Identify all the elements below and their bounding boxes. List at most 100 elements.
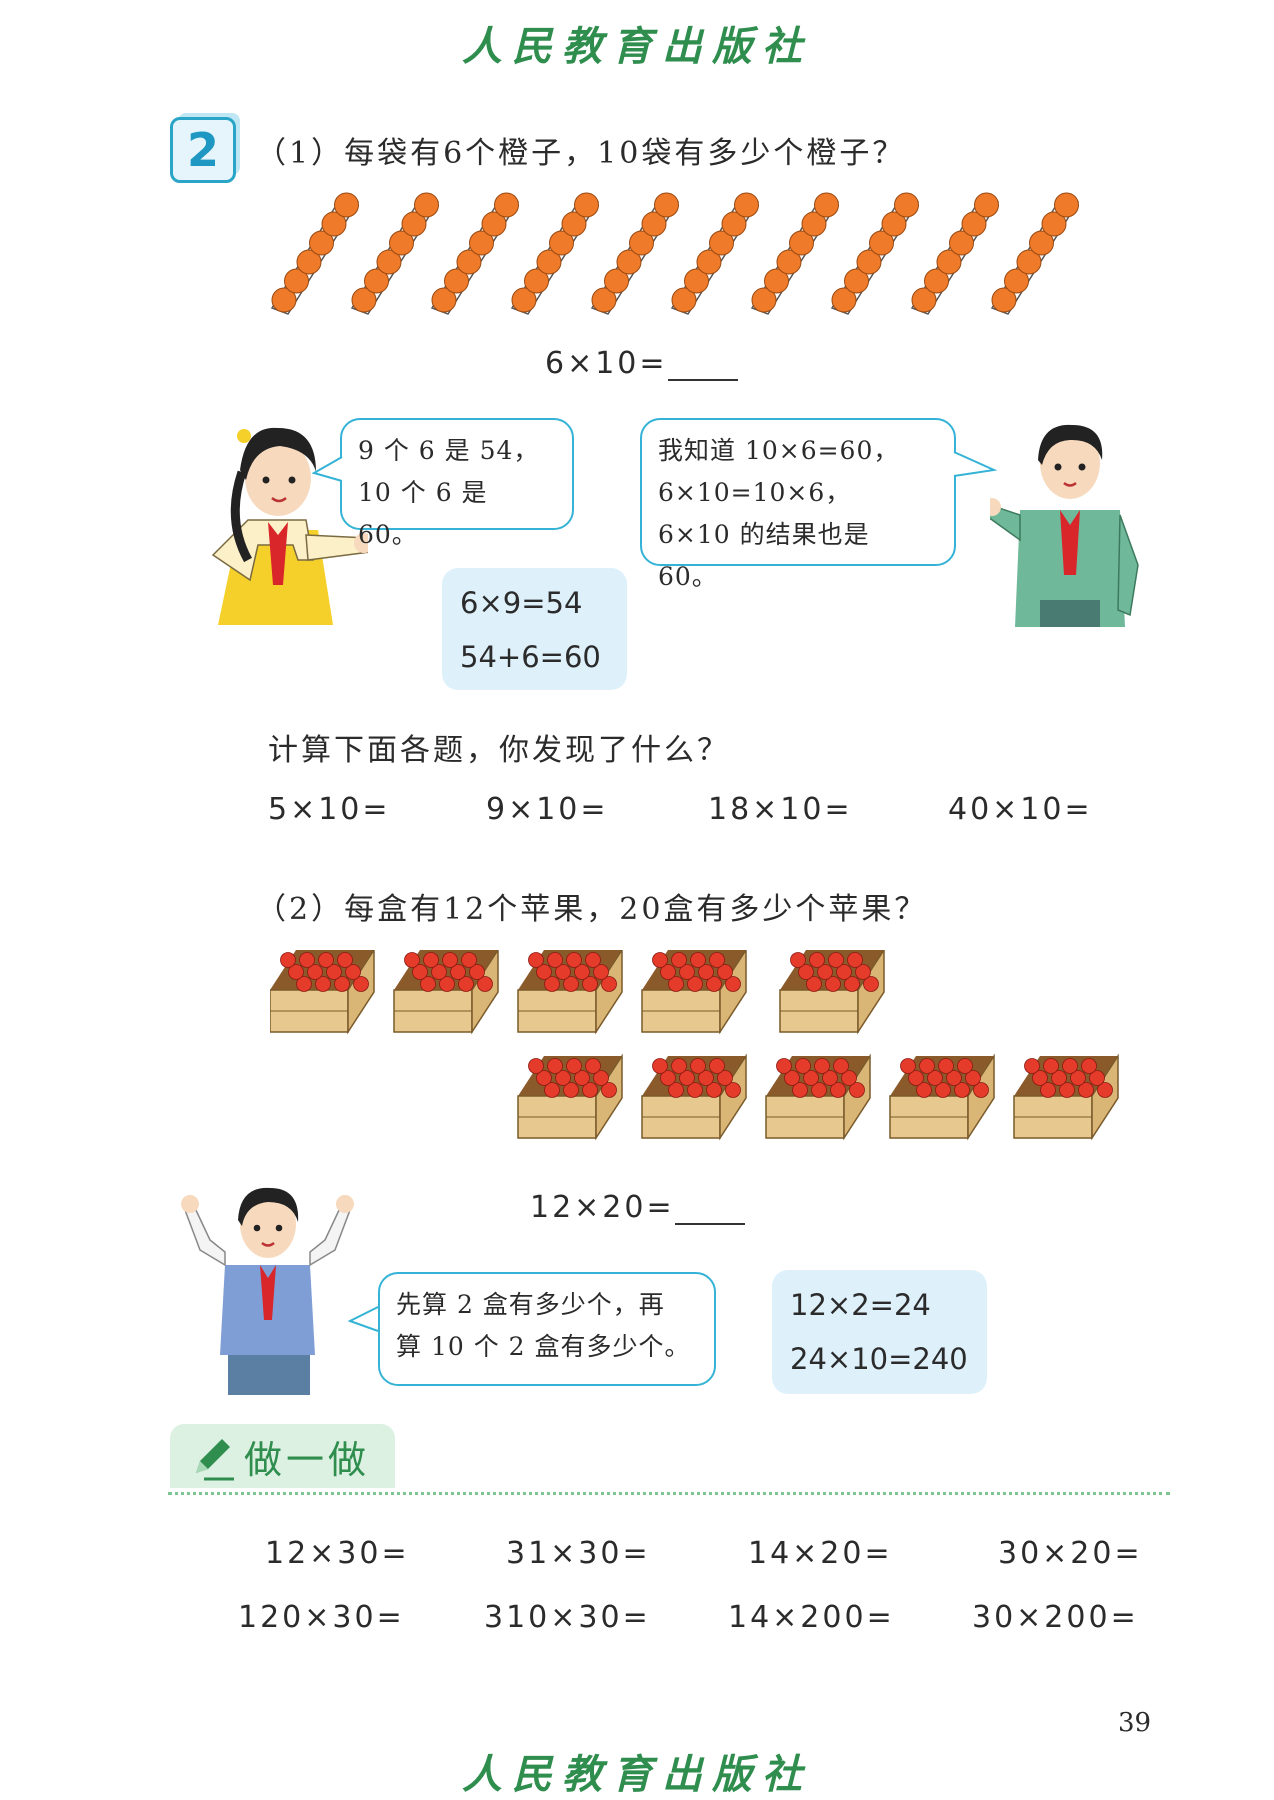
apple — [660, 1070, 676, 1086]
orange — [894, 192, 919, 218]
apple — [1062, 1058, 1078, 1074]
orange — [856, 249, 882, 275]
apple — [679, 1070, 695, 1086]
apple — [957, 1058, 973, 1074]
apple — [900, 1058, 916, 1074]
boy-illustration — [990, 424, 1139, 627]
apple-crate — [517, 1053, 623, 1141]
part1-calc-box: 6×9=54 54+6=60 — [442, 568, 627, 690]
orange — [604, 268, 629, 294]
apple — [776, 1058, 792, 1074]
apple — [555, 1070, 571, 1086]
part1-calc-line1: 6×9=54 — [460, 586, 583, 620]
orange — [524, 268, 549, 294]
apple — [817, 964, 833, 980]
apple — [547, 1058, 563, 1074]
apple — [809, 952, 825, 968]
publisher-header: 人民教育出版社 — [462, 23, 812, 70]
orange — [814, 192, 839, 218]
apple — [544, 1082, 560, 1098]
apple — [1081, 1058, 1097, 1074]
apple — [1097, 1082, 1113, 1098]
apple — [841, 1070, 857, 1086]
apple — [725, 976, 741, 992]
apple — [442, 952, 458, 968]
apple — [828, 952, 844, 968]
apple — [1043, 1058, 1059, 1074]
orange — [751, 287, 777, 313]
apple — [299, 952, 315, 968]
apple — [420, 976, 436, 992]
orange — [364, 268, 389, 294]
orange-bag — [910, 192, 1000, 315]
practice-r2-3: 14×200= — [728, 1600, 895, 1635]
apple — [593, 1070, 609, 1086]
practice-title: 做一做 — [244, 1437, 371, 1482]
part2-prompt: （2）每盒有12个苹果，20盒有多少个苹果？ — [256, 892, 928, 927]
part1-equation-text: 6×10= — [545, 346, 668, 381]
discover-prompt: 计算下面各题，你发现了什么？ — [268, 733, 730, 768]
apple — [555, 964, 571, 980]
orange — [511, 287, 537, 313]
orange — [734, 192, 759, 218]
apple — [709, 952, 725, 968]
part2-equation-text: 12×20= — [530, 1190, 675, 1225]
apple — [855, 964, 871, 980]
apple — [1078, 1082, 1094, 1098]
apple — [687, 976, 703, 992]
boy-vest-illustration — [181, 1187, 354, 1395]
apple-crate — [641, 950, 747, 1035]
apple — [814, 1058, 830, 1074]
orange — [721, 211, 747, 237]
apple — [830, 1082, 846, 1098]
orange — [431, 287, 457, 313]
boy-vest-speech-line1: 先算 2 盒有多少个，再 — [396, 1290, 665, 1319]
orange — [401, 211, 427, 237]
apple — [318, 952, 334, 968]
apple — [954, 1082, 970, 1098]
orange — [1004, 268, 1029, 294]
orange-bag — [750, 192, 840, 315]
girl-illustration — [211, 427, 368, 625]
apple — [836, 964, 852, 980]
apple — [582, 976, 598, 992]
boy-speech-tail — [953, 451, 997, 477]
apple — [706, 1082, 722, 1098]
apple — [825, 976, 841, 992]
apple-crate — [765, 1053, 871, 1141]
practice-divider — [168, 1492, 1170, 1495]
girl-speech-tail — [312, 456, 343, 482]
apple — [671, 952, 687, 968]
page-number: 39 — [1118, 1708, 1152, 1738]
apple — [593, 964, 609, 980]
boy-speech-bubble: 我知道 10×6=60， 6×10=10×6， 6×10 的结果也是 60。 — [640, 418, 956, 591]
apple — [938, 1058, 954, 1074]
part2-calc-line1: 12×2=24 — [790, 1288, 931, 1322]
apple — [965, 1070, 981, 1086]
apple — [563, 976, 579, 992]
apple — [345, 964, 361, 980]
apple — [790, 952, 806, 968]
apple — [536, 1070, 552, 1086]
orange — [334, 192, 359, 218]
apple — [585, 952, 601, 968]
apple-crate — [779, 950, 885, 1035]
practice-r1-1: 12×30= — [265, 1536, 410, 1571]
apple — [458, 976, 474, 992]
apple — [919, 1058, 935, 1074]
orange-bag — [270, 192, 360, 315]
apple — [528, 1058, 544, 1074]
apple — [280, 952, 296, 968]
apple-crate — [641, 1053, 747, 1141]
part1-calc-line2: 54+6=60 — [460, 640, 601, 674]
apple — [1089, 1070, 1105, 1086]
boy-speech-line3: 6×10 的结果也是 60。 — [658, 520, 870, 591]
orange — [591, 287, 617, 313]
orange-bag — [510, 192, 600, 315]
apple — [668, 1082, 684, 1098]
apple — [806, 976, 822, 992]
apple — [574, 1070, 590, 1086]
orange — [561, 211, 587, 237]
apple — [795, 1058, 811, 1074]
apple — [973, 1082, 989, 1098]
